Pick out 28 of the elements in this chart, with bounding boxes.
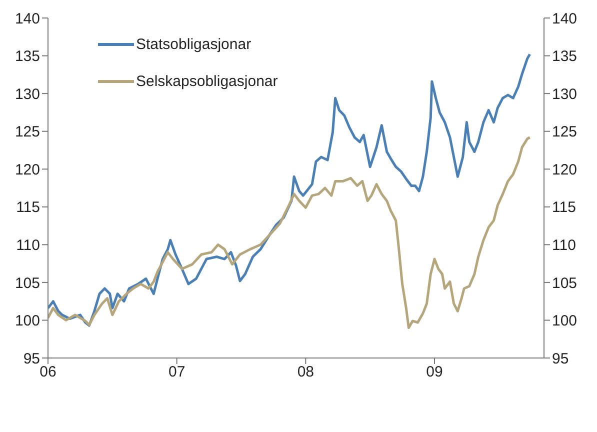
y2-tick-label: 130 bbox=[552, 86, 578, 103]
y-tick-label: 115 bbox=[16, 199, 40, 216]
line-series bbox=[48, 136, 532, 330]
y-tick-label: 95 bbox=[23, 350, 40, 368]
y2-tick-label: 125 bbox=[552, 124, 578, 141]
y-tick-label: 100 bbox=[14, 312, 40, 330]
x-tick-label: 09 bbox=[426, 364, 443, 381]
legend-label: Statsobligasjonar bbox=[136, 36, 252, 53]
y2-tick-label: 140 bbox=[552, 10, 578, 28]
x-tick-label: 08 bbox=[297, 364, 314, 381]
legend-label: Selskapsobligasjonar bbox=[136, 73, 278, 90]
x-tick-label: 07 bbox=[168, 364, 186, 381]
y-tick-label: 120 bbox=[14, 161, 40, 178]
y2-tick-label: 100 bbox=[552, 312, 578, 330]
y-tick-label: 140 bbox=[14, 10, 40, 28]
y2-tick-label: 115 bbox=[552, 199, 576, 216]
y2-tick-label: 135 bbox=[552, 48, 578, 66]
y2-tick-label: 95 bbox=[552, 350, 569, 368]
y2-tick-label: 105 bbox=[552, 274, 578, 292]
y-tick-label: 125 bbox=[14, 124, 40, 141]
y-tick-label: 130 bbox=[14, 86, 40, 103]
y2-tick-label: 110 bbox=[552, 236, 576, 254]
y-tick-label: 110 bbox=[16, 236, 40, 254]
line-series bbox=[48, 53, 532, 327]
y-tick-label: 105 bbox=[14, 274, 40, 292]
y-tick-label: 135 bbox=[14, 48, 40, 66]
y2-tick-label: 120 bbox=[552, 161, 578, 178]
x-tick-label: 06 bbox=[40, 364, 56, 381]
